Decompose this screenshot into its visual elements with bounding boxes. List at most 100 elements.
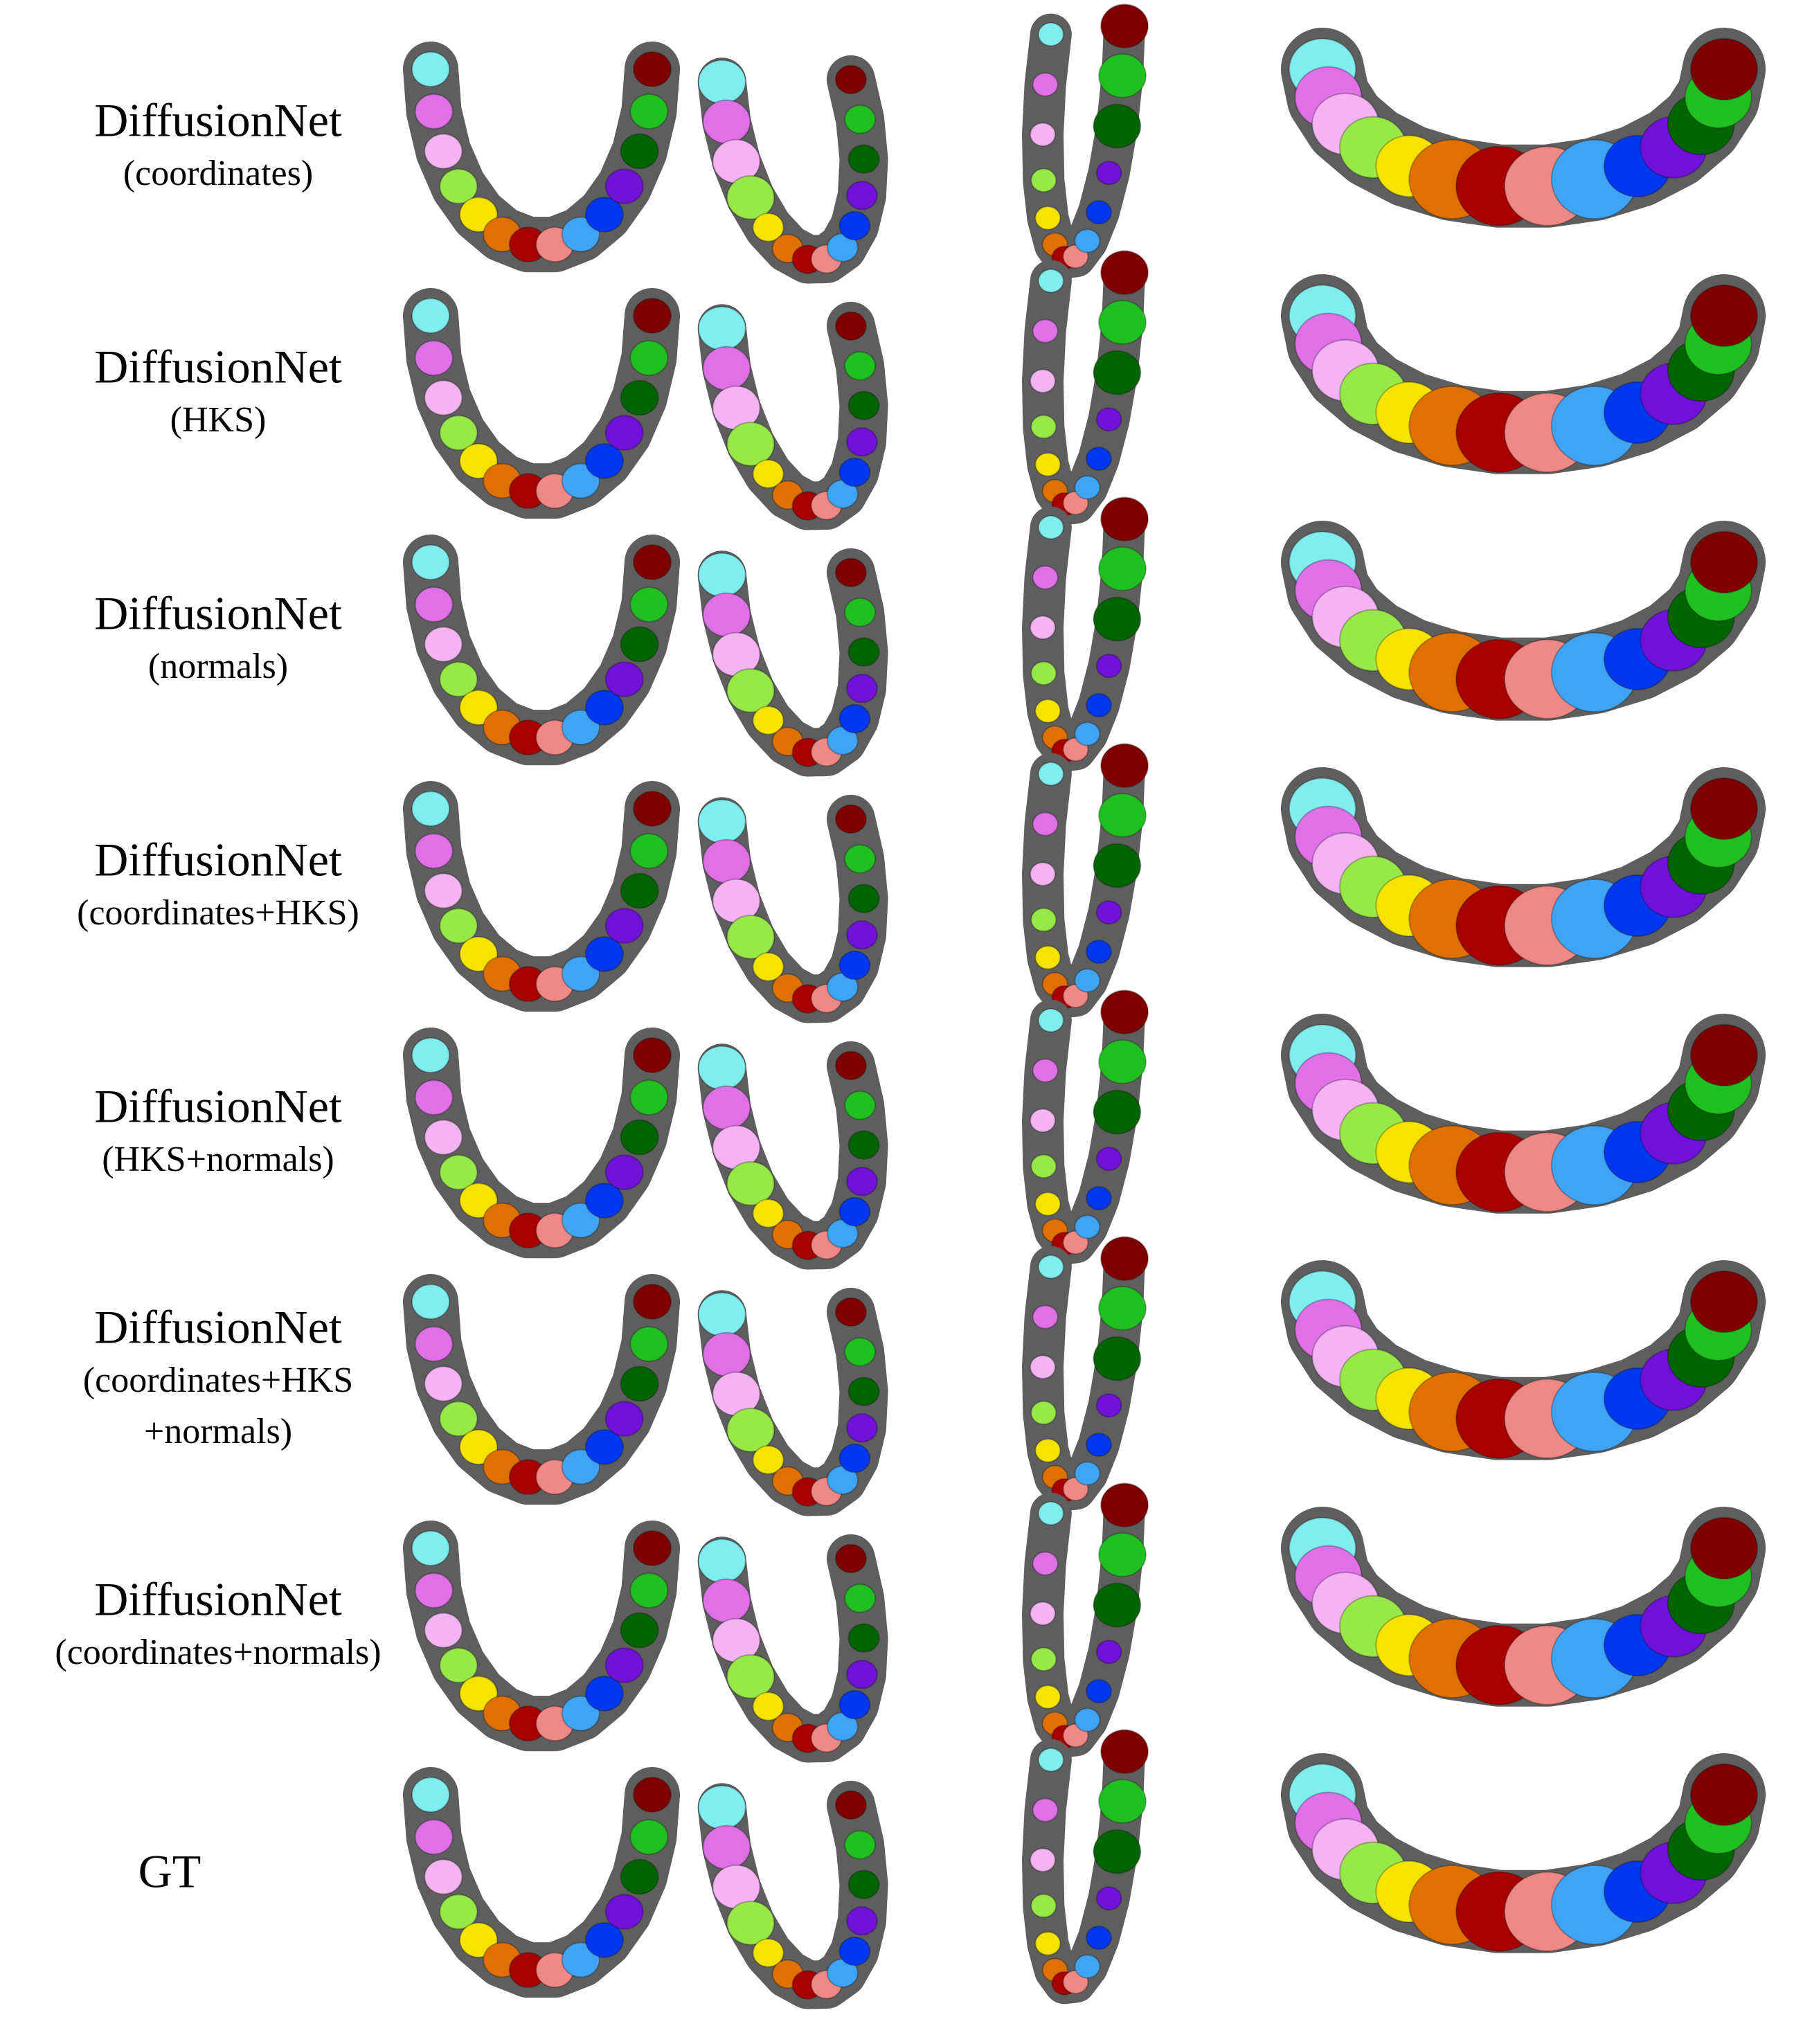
tooth	[752, 459, 784, 489]
tooth	[702, 1825, 751, 1870]
tooth	[1037, 1501, 1064, 1526]
tooth	[838, 457, 871, 487]
mesh-view	[697, 1780, 888, 2009]
tooth	[459, 197, 499, 233]
mesh-view	[1281, 1507, 1766, 1707]
tooth	[834, 1790, 867, 1820]
mesh-view	[1022, 989, 1149, 1265]
tooth	[439, 168, 478, 204]
tooth	[1690, 1270, 1758, 1334]
tooth	[459, 1922, 499, 1958]
tooth	[620, 1612, 659, 1649]
tooth	[1095, 1393, 1122, 1418]
tooth	[834, 804, 867, 834]
tooth	[1030, 1847, 1057, 1872]
mesh-view	[1281, 1753, 1766, 1953]
tooth	[439, 415, 478, 451]
tooth	[1030, 414, 1057, 439]
tooth	[1093, 1829, 1142, 1874]
tooth	[845, 1906, 878, 1936]
tooth	[411, 1037, 450, 1073]
row-subtitle: (coordinates+normals)	[55, 1633, 381, 1672]
tooth	[834, 311, 867, 341]
tooth	[1098, 1779, 1147, 1824]
tooth	[1100, 3, 1149, 48]
tooth	[844, 1584, 877, 1613]
tooth	[439, 1154, 478, 1190]
tooth	[1074, 1707, 1101, 1732]
tooth	[847, 637, 880, 667]
mesh-view	[403, 535, 680, 766]
tooth	[702, 1578, 751, 1624]
tooth	[834, 557, 867, 588]
tooth	[424, 1858, 463, 1895]
tooth	[844, 351, 877, 381]
tooth	[629, 93, 669, 129]
row-title: DiffusionNet	[94, 1573, 342, 1626]
tooth	[1074, 475, 1101, 500]
tooth	[633, 298, 672, 334]
tooth	[1030, 1154, 1057, 1178]
tooth	[1100, 250, 1149, 295]
tooth	[726, 667, 775, 713]
row-title: DiffusionNet	[94, 94, 342, 147]
mesh-view	[403, 1767, 680, 1998]
tooth	[697, 553, 746, 598]
tooth	[697, 306, 746, 351]
tooth	[1085, 1678, 1112, 1704]
tooth	[1074, 1461, 1101, 1486]
tooth	[1030, 661, 1057, 685]
tooth	[697, 1785, 746, 1830]
tooth	[697, 60, 746, 105]
tooth	[1098, 1532, 1147, 1577]
tooth	[424, 1119, 463, 1156]
tooth	[1098, 546, 1147, 591]
tooth	[1030, 1893, 1057, 1918]
tooth	[1093, 596, 1142, 642]
tooth	[1095, 900, 1122, 925]
tooth	[561, 1449, 600, 1485]
tooth	[752, 706, 784, 735]
tooth	[439, 1894, 478, 1930]
tooth	[1085, 1432, 1112, 1458]
tooth	[1690, 530, 1758, 594]
tooth	[633, 1037, 672, 1073]
tooth	[1030, 1400, 1057, 1425]
tooth	[1100, 1482, 1149, 1527]
tooth	[726, 1160, 775, 1206]
tooth	[1034, 1438, 1061, 1463]
tooth	[620, 626, 659, 663]
tooth	[561, 1202, 600, 1239]
tooth	[838, 703, 871, 734]
tooth	[847, 884, 880, 913]
tooth	[752, 1199, 784, 1228]
mesh-view	[403, 42, 680, 273]
tooth	[561, 463, 600, 499]
tooth	[1030, 1108, 1057, 1133]
tooth	[726, 421, 775, 467]
tooth	[629, 340, 669, 376]
tooth	[1034, 452, 1061, 477]
tooth	[604, 908, 644, 944]
mesh-view	[403, 288, 680, 519]
row-subtitle: (HKS+normals)	[102, 1140, 334, 1179]
tooth	[752, 1445, 784, 1475]
tooth	[834, 1543, 867, 1574]
tooth	[561, 956, 600, 992]
tooth	[845, 920, 878, 950]
tooth	[1032, 1058, 1059, 1083]
tooth	[702, 592, 751, 638]
tooth	[459, 1183, 499, 1219]
tooth	[845, 1413, 878, 1443]
tooth	[1034, 206, 1061, 231]
tooth	[1030, 907, 1057, 932]
tooth	[414, 586, 454, 622]
tooth	[838, 1443, 871, 1473]
tooth	[411, 1777, 450, 1813]
tooth	[838, 210, 871, 241]
tooth	[702, 99, 751, 145]
row-subtitle: (normals)	[148, 647, 288, 686]
tooth	[1037, 1255, 1064, 1280]
tooth	[620, 379, 659, 416]
